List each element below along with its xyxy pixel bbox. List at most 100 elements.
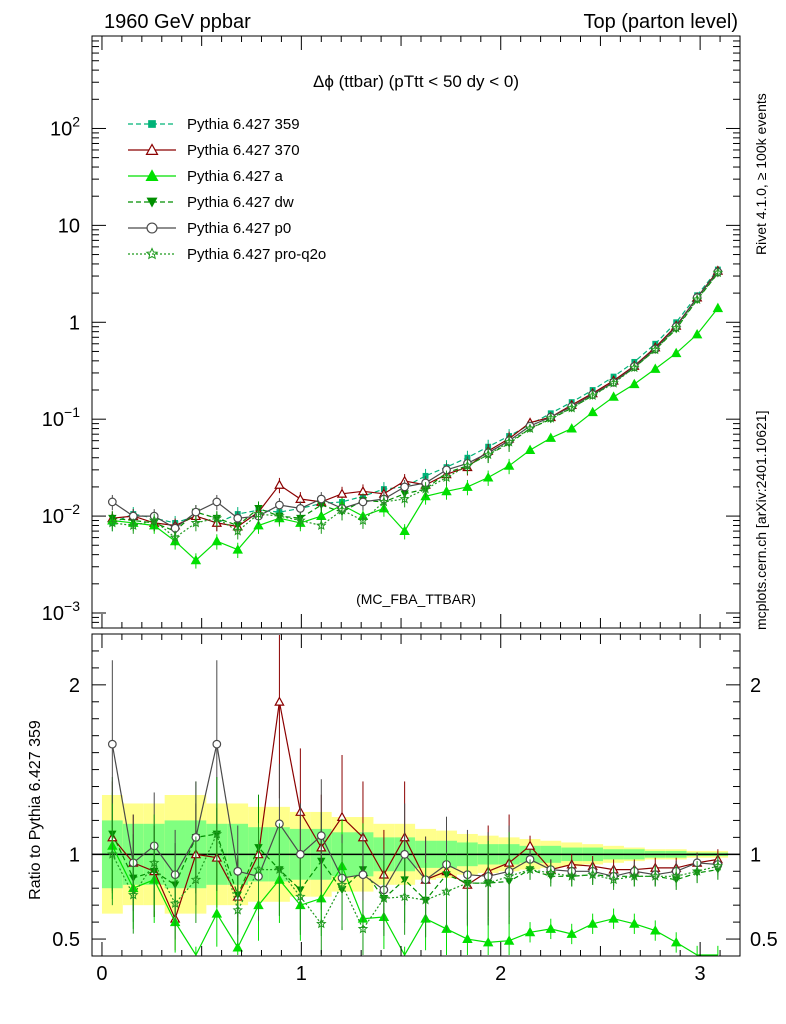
ratio-point-pq2o	[128, 889, 139, 900]
data-point-pq2o	[462, 460, 473, 471]
data-point-pq2o	[211, 512, 223, 523]
x-tick-label: 1	[296, 963, 307, 985]
data-point-pa	[524, 444, 536, 455]
data-point-pa	[608, 391, 619, 401]
data-point-pa	[670, 347, 682, 358]
data-point-pp0	[358, 497, 368, 507]
ratio-point-pp0	[400, 849, 410, 859]
header-left-title: 1960 GeV ppbar	[104, 11, 251, 33]
legend-marker-pdw	[146, 197, 158, 208]
legend: Pythia 6.427 359 Pythia 6.427 370 Pythia 6…	[128, 116, 326, 263]
data-point-pa	[441, 485, 452, 496]
data-point-pp0	[275, 500, 284, 510]
legend-marker-pq2o	[145, 247, 159, 260]
data-point-pq2o	[482, 449, 494, 460]
y-tick-label: 10−1	[42, 404, 80, 431]
ratio-point-pq2o	[190, 874, 202, 885]
data-point-pa	[211, 535, 223, 546]
y-tick-label: 1	[69, 312, 80, 334]
data-point-pq2o	[336, 504, 348, 515]
ratio-point-pq2o	[211, 828, 223, 839]
ratio-panel: 0.5 0.5 1 1 2 2 0 1 2 3 Ratio to Pythia 6.427 359	[27, 633, 778, 985]
series-line-pp0	[111, 271, 719, 529]
ratio-point-pa	[545, 923, 557, 933]
data-point-pa	[399, 525, 410, 536]
data-point-pq2o	[316, 520, 327, 530]
ratio-frame	[91, 633, 741, 957]
y-tick-exponent: 2	[72, 113, 80, 129]
data-point-pq2o	[253, 508, 264, 519]
ratio-point-pa	[524, 926, 536, 937]
data-point-pq2o	[629, 362, 640, 373]
x-tick-label: 3	[695, 963, 706, 985]
ratio-point-pq2o	[253, 864, 264, 875]
data-point-pp0	[233, 513, 243, 523]
data-point-pa	[566, 423, 577, 433]
y-tick-label: 10	[58, 215, 80, 237]
data-point-pq2o	[274, 510, 285, 521]
ratio-point-pp0	[316, 831, 326, 841]
ratio-point-pp0	[358, 870, 368, 880]
ratio-point-pq2o	[357, 923, 369, 934]
ratio-point-pq2o	[566, 870, 577, 881]
data-point-pq2o	[232, 525, 243, 536]
data-point-pq2o	[169, 532, 181, 543]
ratio-y-tick-label-right: 2	[750, 675, 761, 697]
ratio-axis-ticks	[92, 634, 740, 957]
ratio-point-pa	[462, 933, 473, 944]
legend-label-p359: Pythia 6.427 359	[187, 116, 300, 133]
data-point-pq2o	[148, 514, 160, 525]
ratio-point-pq2o	[274, 864, 285, 875]
data-point-pq2o	[608, 377, 619, 388]
data-point-pq2o	[587, 390, 598, 401]
data-point-p370	[295, 493, 306, 503]
ratio-point-pa	[650, 925, 661, 935]
data-point-pq2o	[128, 520, 139, 530]
data-point-pq2o	[399, 493, 410, 504]
ratio-point-pq2o	[107, 848, 118, 859]
ratio-point-pq2o	[608, 874, 619, 885]
data-point-pq2o	[357, 514, 369, 525]
ratio-point-pq2o	[545, 867, 557, 878]
ratio-line-p370	[111, 701, 718, 921]
data-point-pa	[587, 406, 598, 417]
ratio-point-pq2o	[650, 870, 661, 881]
ratio-point-pa	[566, 928, 577, 938]
ratio-point-pq2o	[441, 886, 452, 897]
ratio-point-pq2o	[691, 865, 703, 876]
y-tick-exponent: −3	[64, 598, 80, 614]
ratio-point-pp0	[107, 739, 117, 749]
data-point-pq2o	[712, 267, 724, 278]
data-point-pq2o	[650, 344, 661, 355]
ratio-point-pq2o	[148, 857, 160, 868]
data-point-pq2o	[670, 322, 682, 333]
y-tick-exponent: −2	[64, 501, 80, 517]
ratio-point-pa	[503, 935, 515, 945]
legend-marker-p370	[145, 143, 159, 155]
legend-marker-p359	[148, 120, 156, 128]
data-point-pp0	[295, 504, 305, 513]
data-point-pq2o	[441, 471, 452, 482]
ratio-point-pq2o	[503, 870, 515, 881]
ratio-point-pq2o	[399, 891, 410, 902]
data-point-pa	[482, 472, 494, 482]
series-line-pdw	[112, 272, 719, 532]
ratio-point-pq2o	[587, 869, 598, 880]
data-point-pa	[629, 378, 640, 389]
data-point-pp0	[316, 494, 326, 504]
data-point-pq2o	[545, 412, 557, 423]
series-line-pa	[112, 307, 719, 562]
legend-marker-pp0	[146, 222, 158, 234]
ratio-point-pq2o	[295, 891, 306, 902]
ratio-series-layer	[107, 635, 724, 957]
data-point-pa	[503, 460, 515, 470]
main-axis-ticks	[92, 35, 740, 629]
data-point-pa	[190, 554, 202, 565]
ratio-y-tick-label-right: 0.5	[750, 929, 778, 951]
ratio-point-pa	[587, 918, 598, 928]
data-point-pp0	[212, 497, 222, 507]
ratio-y-tick-label-left: 2	[69, 675, 80, 697]
ratio-point-pq2o	[316, 918, 327, 929]
ratio-point-pa	[629, 918, 640, 928]
series-line-p370	[112, 270, 719, 528]
